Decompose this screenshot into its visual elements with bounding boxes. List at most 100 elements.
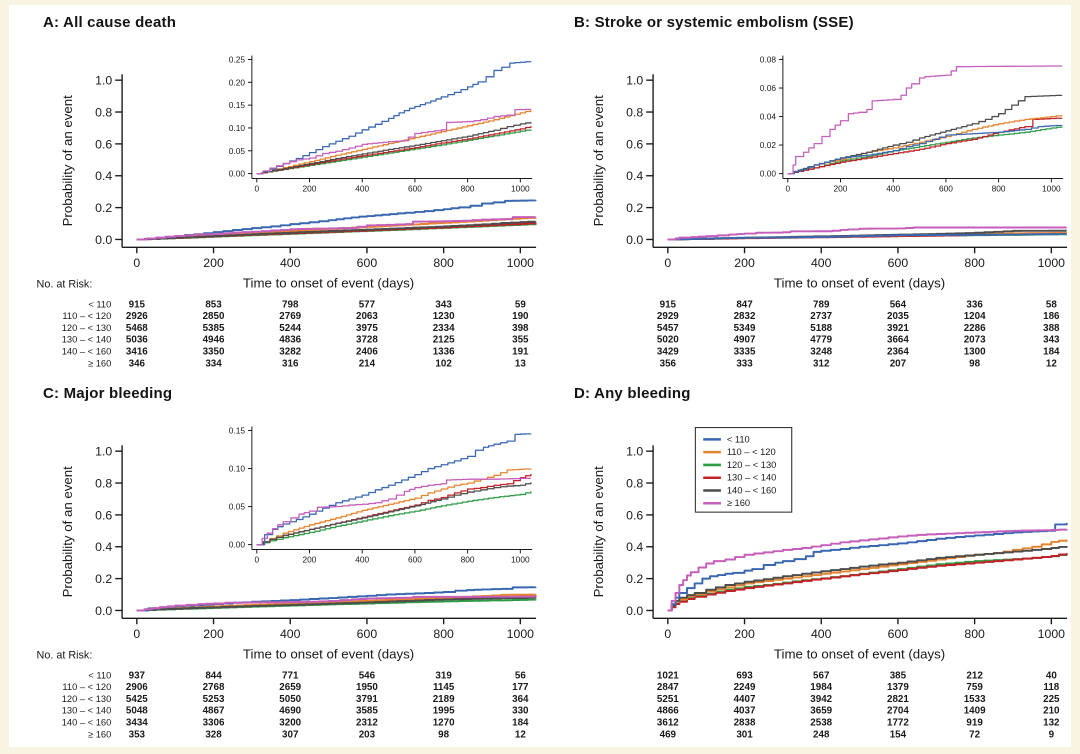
risk-count: 203 xyxy=(359,729,376,740)
x-tick-label: 1000 xyxy=(1038,627,1065,641)
risk-count: 2821 xyxy=(887,694,909,705)
km-curve-inset-110 – < 120 xyxy=(256,110,532,175)
x-tick-label: 0 xyxy=(133,627,140,641)
x-tick-label: 800 xyxy=(964,627,985,641)
km-curve-inset-< 110 xyxy=(787,124,1063,175)
panel-d-title: D: Any bleeding xyxy=(574,385,691,402)
x-tick-label: 200 xyxy=(834,183,848,193)
risk-count: 5457 xyxy=(657,323,679,334)
x-tick-label: 0 xyxy=(664,627,671,641)
risk-row-label: 110 – < 120 xyxy=(62,311,111,321)
km-curve-main-< 110 xyxy=(136,199,537,241)
y-tick-label: 0.6 xyxy=(626,137,643,151)
x-tick-label: 0 xyxy=(785,183,790,193)
panel-c: C: Major bleeding 0.0 0.2 0.4 0.6 0.8 1.0 0 200… xyxy=(9,376,540,747)
y-tick-label: 1.0 xyxy=(626,74,643,88)
y-tick-label: 0.0 xyxy=(626,233,643,247)
x-tick-label: 200 xyxy=(303,554,317,564)
risk-count: 356 xyxy=(660,358,677,369)
x-tick-label: 600 xyxy=(357,256,378,270)
y-tick-label: 0.4 xyxy=(95,169,112,183)
risk-count: 4037 xyxy=(734,706,756,717)
y-tick-label: 1.0 xyxy=(95,445,112,459)
x-axis-title: Time to onset of event (days) xyxy=(243,647,414,662)
risk-count: 2737 xyxy=(810,311,832,322)
risk-count: 5050 xyxy=(279,694,301,705)
y-tick-label: 0.02 xyxy=(760,140,777,150)
risk-count: 5020 xyxy=(657,335,679,346)
risk-count: 915 xyxy=(660,299,677,310)
y-tick-label: 0.8 xyxy=(626,105,643,119)
risk-count: 59 xyxy=(515,299,526,310)
km-curve-main-140 – < 160 xyxy=(136,596,537,612)
legend-label: 130 – < 140 xyxy=(727,473,777,483)
risk-row-label: < 110 xyxy=(88,299,111,309)
y-tick-label: 0.06 xyxy=(760,83,777,93)
risk-count: 5188 xyxy=(810,323,832,334)
risk-count: 3612 xyxy=(657,718,679,729)
x-tick-label: 800 xyxy=(964,256,985,270)
risk-count: 915 xyxy=(129,299,146,310)
risk-count: 2838 xyxy=(734,718,756,729)
risk-count: 2035 xyxy=(887,311,909,322)
risk-table-header: No. at Risk: xyxy=(37,650,93,662)
risk-count: 4907 xyxy=(734,335,756,346)
risk-count: 1230 xyxy=(433,311,455,322)
risk-count: 191 xyxy=(512,347,529,358)
y-tick-label: 0.2 xyxy=(95,572,112,586)
risk-row-label: 140 – < 160 xyxy=(62,718,112,728)
risk-count: 2334 xyxy=(433,323,455,334)
y-tick-label: 0.05 xyxy=(229,502,246,512)
risk-count: 2364 xyxy=(887,347,909,358)
risk-count: 316 xyxy=(282,358,299,369)
km-curve-inset-140 – < 160 xyxy=(256,122,532,175)
risk-count: 567 xyxy=(813,670,830,681)
x-tick-label: 800 xyxy=(992,183,1006,193)
x-tick-label: 600 xyxy=(888,627,909,641)
risk-count: 343 xyxy=(1043,335,1060,346)
risk-count: 5425 xyxy=(126,694,148,705)
km-curve-inset-≥ 160 xyxy=(256,108,532,175)
risk-row-label: 130 – < 140 xyxy=(62,335,112,345)
risk-count: 225 xyxy=(1043,694,1060,705)
risk-count: 2189 xyxy=(433,694,455,705)
risk-count: 177 xyxy=(512,682,529,693)
panel-a: A: All cause death 0.0 0.2 0.4 0.6 0.8 1.0 0 20… xyxy=(9,5,540,376)
risk-count: 364 xyxy=(512,694,529,705)
x-tick-label: 0 xyxy=(133,256,140,270)
risk-count: 353 xyxy=(129,729,146,740)
km-curve-main-≥ 160 xyxy=(136,595,536,612)
x-axis-title: Time to onset of event (days) xyxy=(774,647,945,662)
risk-count: 9 xyxy=(1049,729,1055,740)
y-tick-label: 0.6 xyxy=(95,508,112,522)
x-tick-label: 400 xyxy=(280,627,301,641)
risk-count: 844 xyxy=(205,670,222,681)
panel-b-chart: 0.0 0.2 0.4 0.6 0.8 1.0 0 200 400 600 800 1000 Proba… xyxy=(591,55,1068,369)
x-tick-label: 400 xyxy=(355,183,369,193)
risk-count: 190 xyxy=(512,311,529,322)
y-tick-label: 0.00 xyxy=(760,169,777,179)
risk-table-header: No. at Risk: xyxy=(37,279,93,291)
y-tick-label: 0.0 xyxy=(95,604,112,618)
x-tick-label: 400 xyxy=(886,183,900,193)
km-curve-inset-120 – < 130 xyxy=(256,491,532,546)
y-tick-label: 0.2 xyxy=(626,201,643,215)
risk-count: 4866 xyxy=(657,706,679,717)
risk-count: 2249 xyxy=(734,682,756,693)
risk-count: 184 xyxy=(1043,347,1060,358)
y-tick-label: 0.15 xyxy=(229,426,246,436)
risk-count: 1204 xyxy=(964,311,986,322)
risk-count: 5244 xyxy=(279,323,301,334)
risk-count: 2538 xyxy=(810,718,832,729)
risk-count: 334 xyxy=(205,358,222,369)
x-tick-label: 200 xyxy=(303,183,317,193)
risk-count: 4946 xyxy=(203,335,225,346)
legend-box xyxy=(694,427,793,513)
risk-count: 1950 xyxy=(356,682,378,693)
risk-count: 72 xyxy=(969,729,980,740)
risk-count: 3791 xyxy=(356,694,378,705)
risk-count: 3728 xyxy=(356,335,378,346)
y-tick-label: 0.0 xyxy=(95,233,112,247)
y-tick-label: 0.05 xyxy=(229,146,246,156)
risk-count: 12 xyxy=(1046,358,1057,369)
